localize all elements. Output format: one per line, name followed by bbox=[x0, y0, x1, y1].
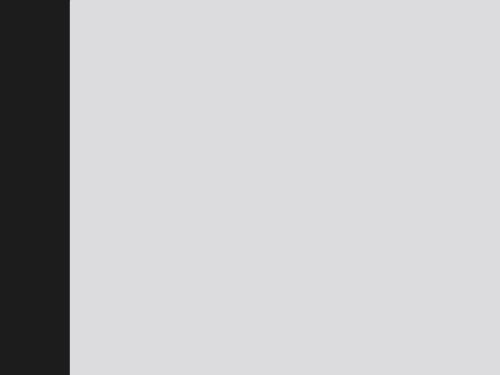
Text: A.: A. bbox=[112, 66, 130, 84]
Text: Which recursive formula can be used to find the: Which recursive formula can be used to f… bbox=[98, 24, 456, 39]
Text: $a_n = 3 \bullet a_{n-1}$: $a_n = 3 \bullet a_{n-1}$ bbox=[138, 138, 248, 158]
Text: D.: D. bbox=[112, 289, 132, 307]
Text: $a_n = a_{n-1} + 30$: $a_n = a_{n-1} + 30$ bbox=[138, 213, 264, 233]
Text: n: n bbox=[395, 24, 404, 39]
Text: B.: B. bbox=[112, 139, 130, 157]
Text: $a_n = a_{n-1} + 30$: $a_n = a_{n-1} + 30$ bbox=[138, 288, 264, 308]
Text: $a_1 = 5$: $a_1 = 5$ bbox=[155, 174, 206, 194]
Text: $a_1 = 5$: $a_1 = 5$ bbox=[155, 324, 206, 344]
Text: $a_1 = 15$: $a_1 = 15$ bbox=[155, 249, 218, 269]
Text: C.: C. bbox=[112, 214, 130, 232]
Text: $a_n = 3 \bullet a_{n-1}$: $a_n = 3 \bullet a_{n-1}$ bbox=[138, 65, 248, 85]
Text: th term of the s: th term of the s bbox=[402, 24, 500, 39]
Text: $a_1 = 15$: $a_1 = 15$ bbox=[155, 100, 218, 121]
